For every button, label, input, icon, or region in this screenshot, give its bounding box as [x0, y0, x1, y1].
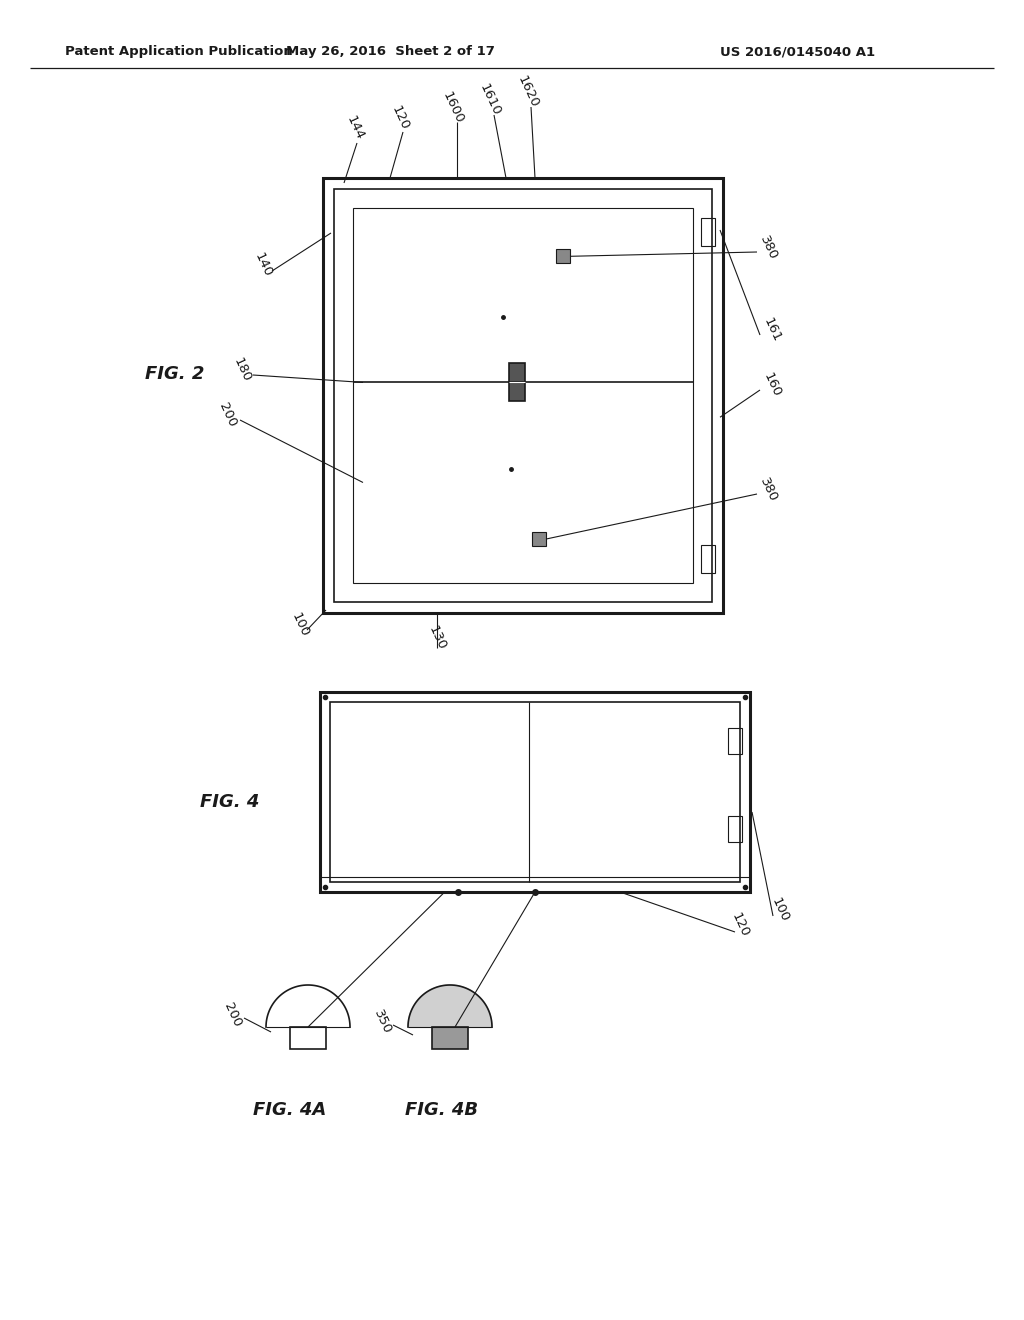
Text: 120: 120: [729, 911, 752, 940]
Text: 100: 100: [769, 896, 792, 924]
Text: 180: 180: [230, 356, 253, 384]
Text: 120: 120: [389, 104, 412, 132]
Bar: [701, 218, 715, 246]
Bar: [532, 532, 546, 546]
Bar: [728, 729, 742, 754]
Text: 144: 144: [344, 114, 367, 143]
Bar: [432, 1027, 468, 1049]
Text: 350: 350: [372, 1007, 394, 1036]
Bar: [353, 209, 693, 583]
Bar: [728, 816, 742, 842]
Bar: [290, 1027, 326, 1049]
Bar: [556, 249, 570, 263]
Polygon shape: [408, 985, 492, 1027]
Bar: [334, 189, 712, 602]
Text: 130: 130: [426, 624, 449, 652]
Bar: [323, 178, 723, 612]
Bar: [330, 702, 740, 882]
Text: FIG. 4: FIG. 4: [201, 793, 260, 810]
Text: FIG. 4A: FIG. 4A: [253, 1101, 327, 1119]
Text: Patent Application Publication: Patent Application Publication: [65, 45, 293, 58]
Text: 1620: 1620: [515, 74, 541, 110]
Text: 200: 200: [222, 1001, 245, 1030]
Text: US 2016/0145040 A1: US 2016/0145040 A1: [720, 45, 876, 58]
Text: 200: 200: [217, 401, 240, 429]
Text: FIG. 4B: FIG. 4B: [406, 1101, 478, 1119]
Bar: [701, 545, 715, 573]
Text: 380: 380: [757, 475, 779, 504]
Text: 100: 100: [289, 611, 311, 639]
Bar: [509, 363, 525, 401]
Text: 1610: 1610: [477, 82, 503, 117]
Text: 160: 160: [761, 371, 783, 399]
Text: FIG. 2: FIG. 2: [145, 364, 205, 383]
Text: 380: 380: [757, 234, 779, 263]
Text: 1600: 1600: [440, 90, 466, 125]
Bar: [319, 692, 750, 892]
Text: May 26, 2016  Sheet 2 of 17: May 26, 2016 Sheet 2 of 17: [286, 45, 495, 58]
Text: 161: 161: [761, 315, 783, 345]
Text: 140: 140: [252, 251, 274, 280]
